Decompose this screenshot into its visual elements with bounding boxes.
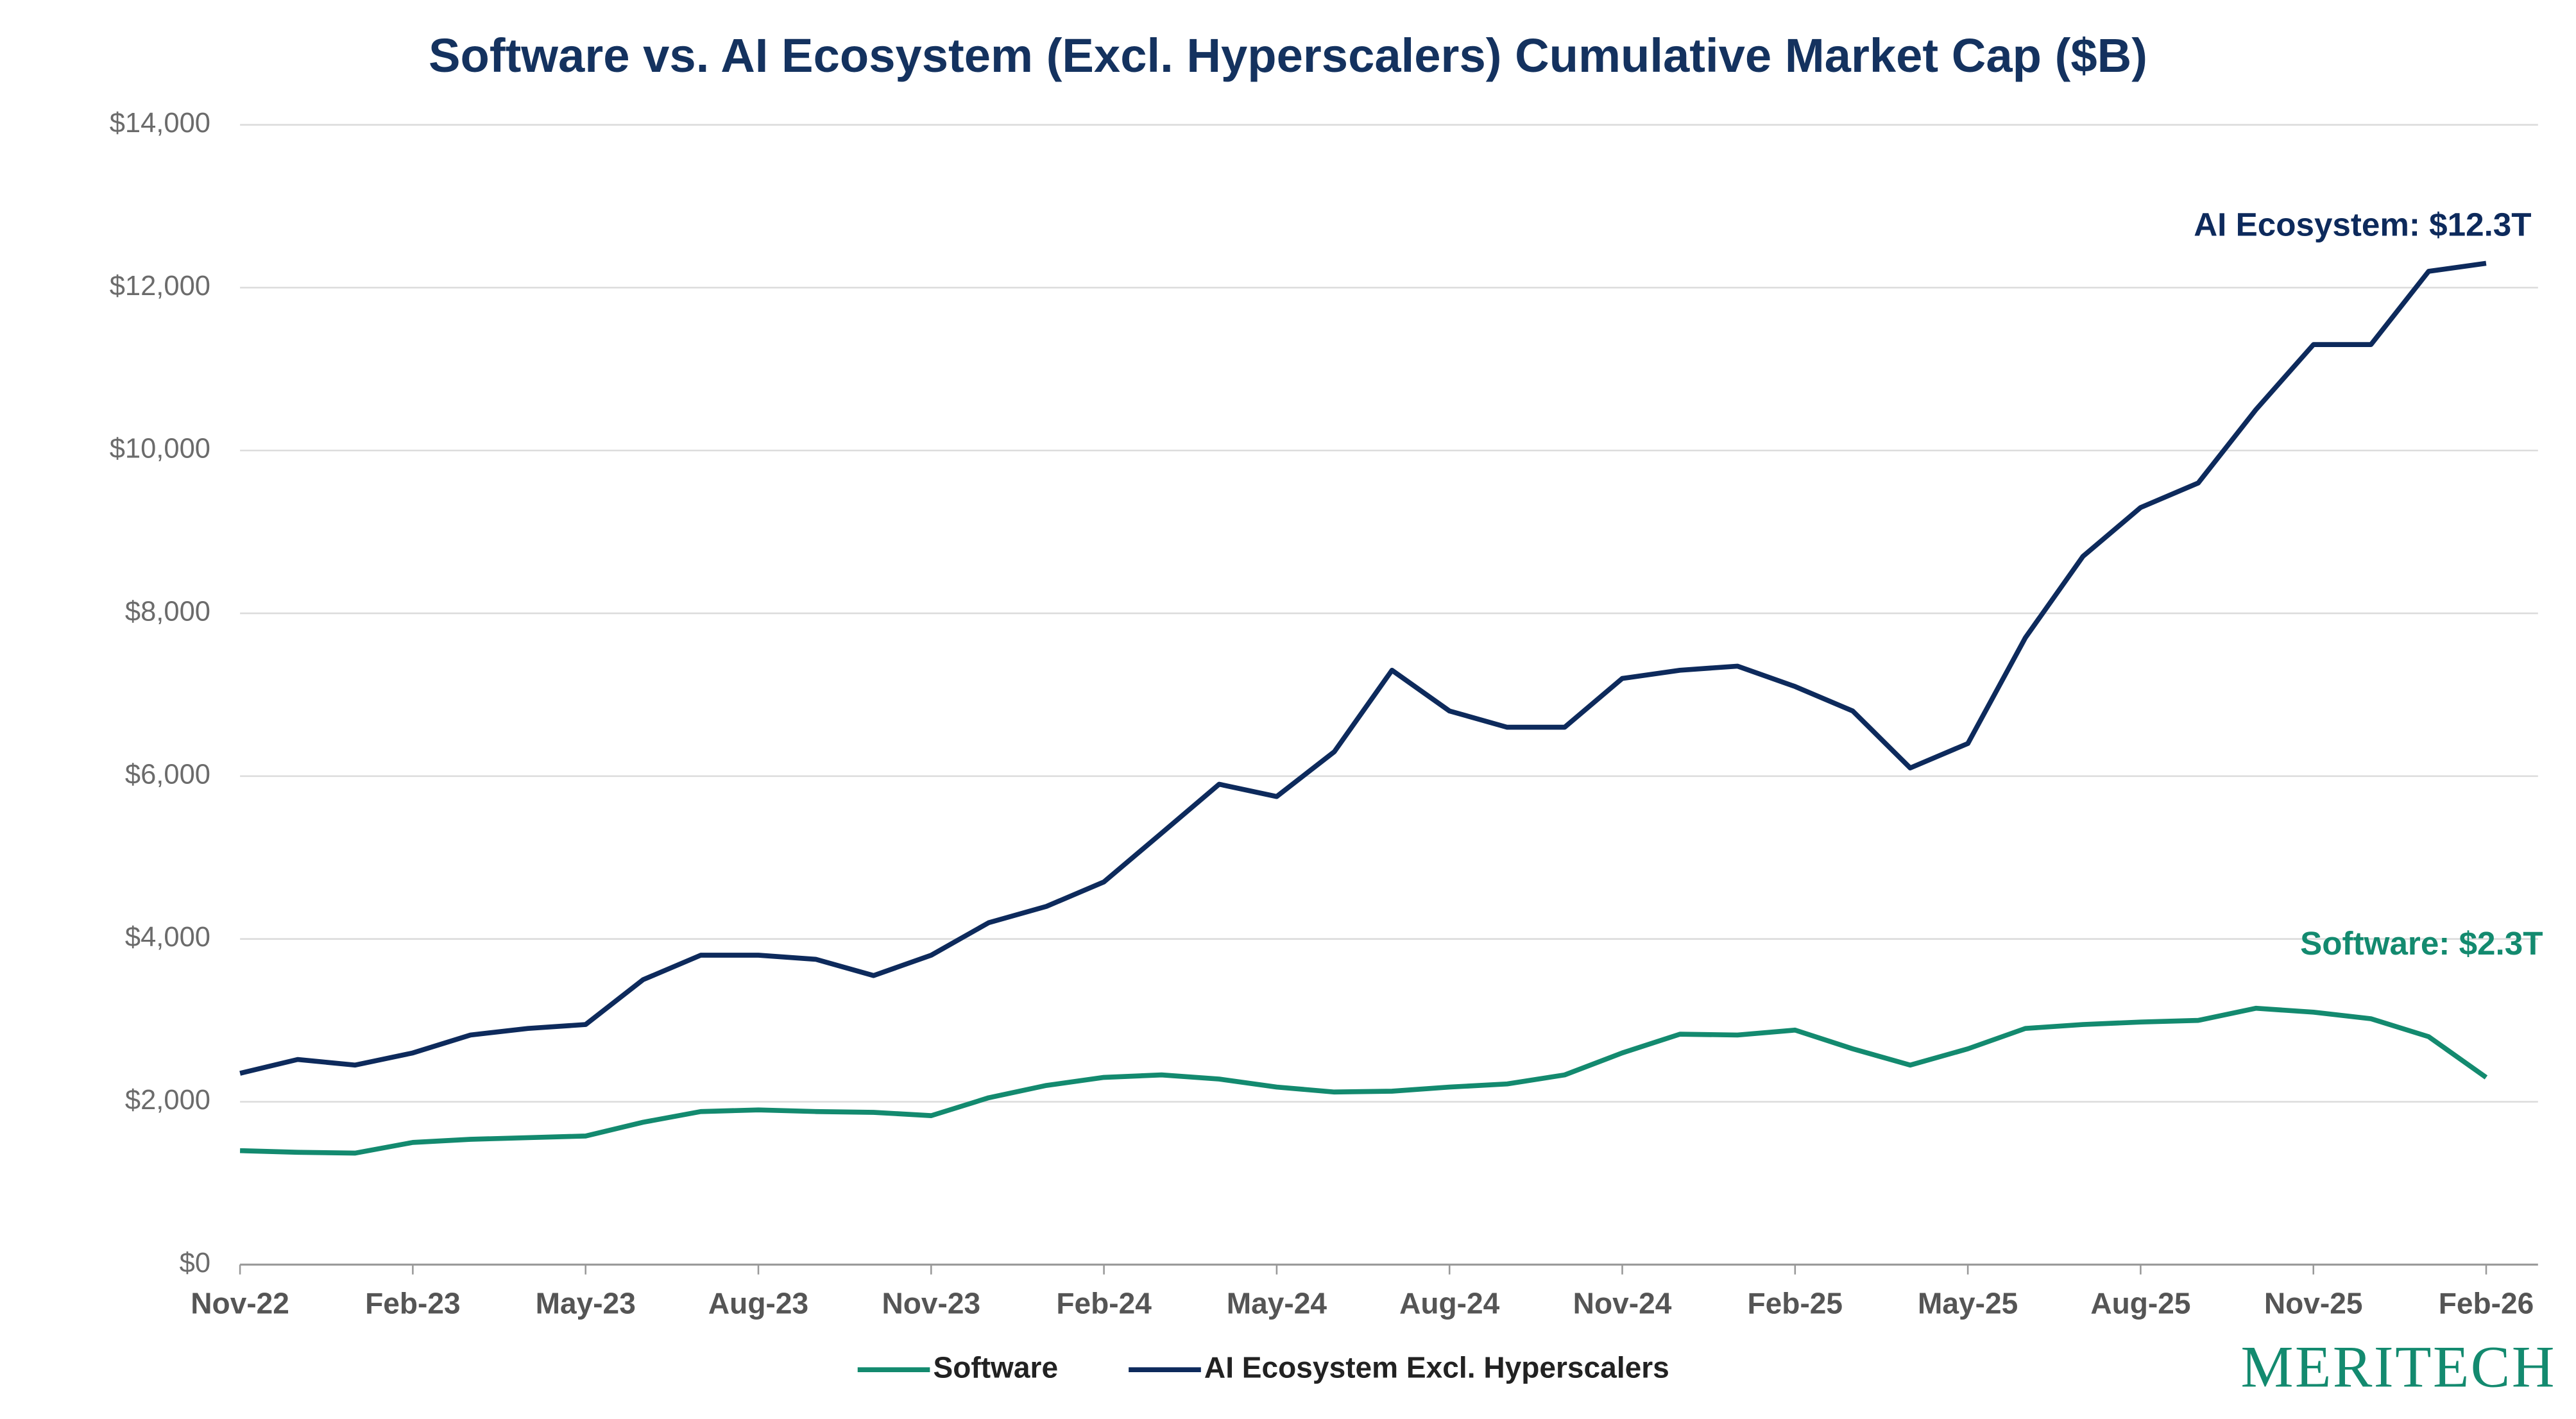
x-tick-label: Feb-23	[365, 1287, 461, 1320]
series-line	[239, 260, 2487, 1076]
x-tick-label: Nov-24	[1573, 1287, 1672, 1320]
y-tick-label: $0	[180, 1248, 210, 1279]
annotation: AI Ecosystem: $12.3T	[2194, 207, 2531, 243]
x-tick-label: Feb-26	[2439, 1287, 2534, 1320]
x-tick-label: Nov-23	[882, 1287, 980, 1320]
y-tick-label: $2,000	[125, 1085, 210, 1116]
y-tick-label: $8,000	[125, 597, 210, 627]
legend-label: AI Ecosystem Excl. Hyperscalers	[1204, 1350, 1669, 1384]
y-tick-label: $14,000	[110, 108, 210, 139]
x-tick-label: Aug-24	[1399, 1287, 1500, 1320]
x-tick-label: May-23	[536, 1287, 636, 1320]
series-line	[239, 1005, 2488, 1156]
chart-title: Software vs. AI Ecosystem (Excl. Hypersc…	[429, 29, 2147, 82]
y-tick-label: $6,000	[125, 759, 210, 790]
x-tick-label: Feb-25	[1748, 1287, 1843, 1320]
x-tick-label: Aug-25	[2090, 1287, 2190, 1320]
annotation: Software: $2.3T	[2300, 925, 2543, 962]
x-tick-label: Nov-22	[191, 1287, 289, 1320]
y-tick-label: $12,000	[110, 271, 210, 302]
x-tick-label: Feb-24	[1056, 1287, 1152, 1320]
legend-label: Software	[934, 1350, 1059, 1384]
y-tick-label: $4,000	[125, 922, 210, 953]
x-tick-label: Aug-23	[708, 1287, 808, 1320]
x-tick-label: Nov-25	[2264, 1287, 2363, 1320]
x-tick-label: May-25	[1918, 1287, 2018, 1320]
x-tick-label: May-24	[1227, 1287, 1327, 1320]
y-tick-label: $10,000	[110, 434, 210, 464]
logo: MERITECH	[2240, 1334, 2555, 1399]
